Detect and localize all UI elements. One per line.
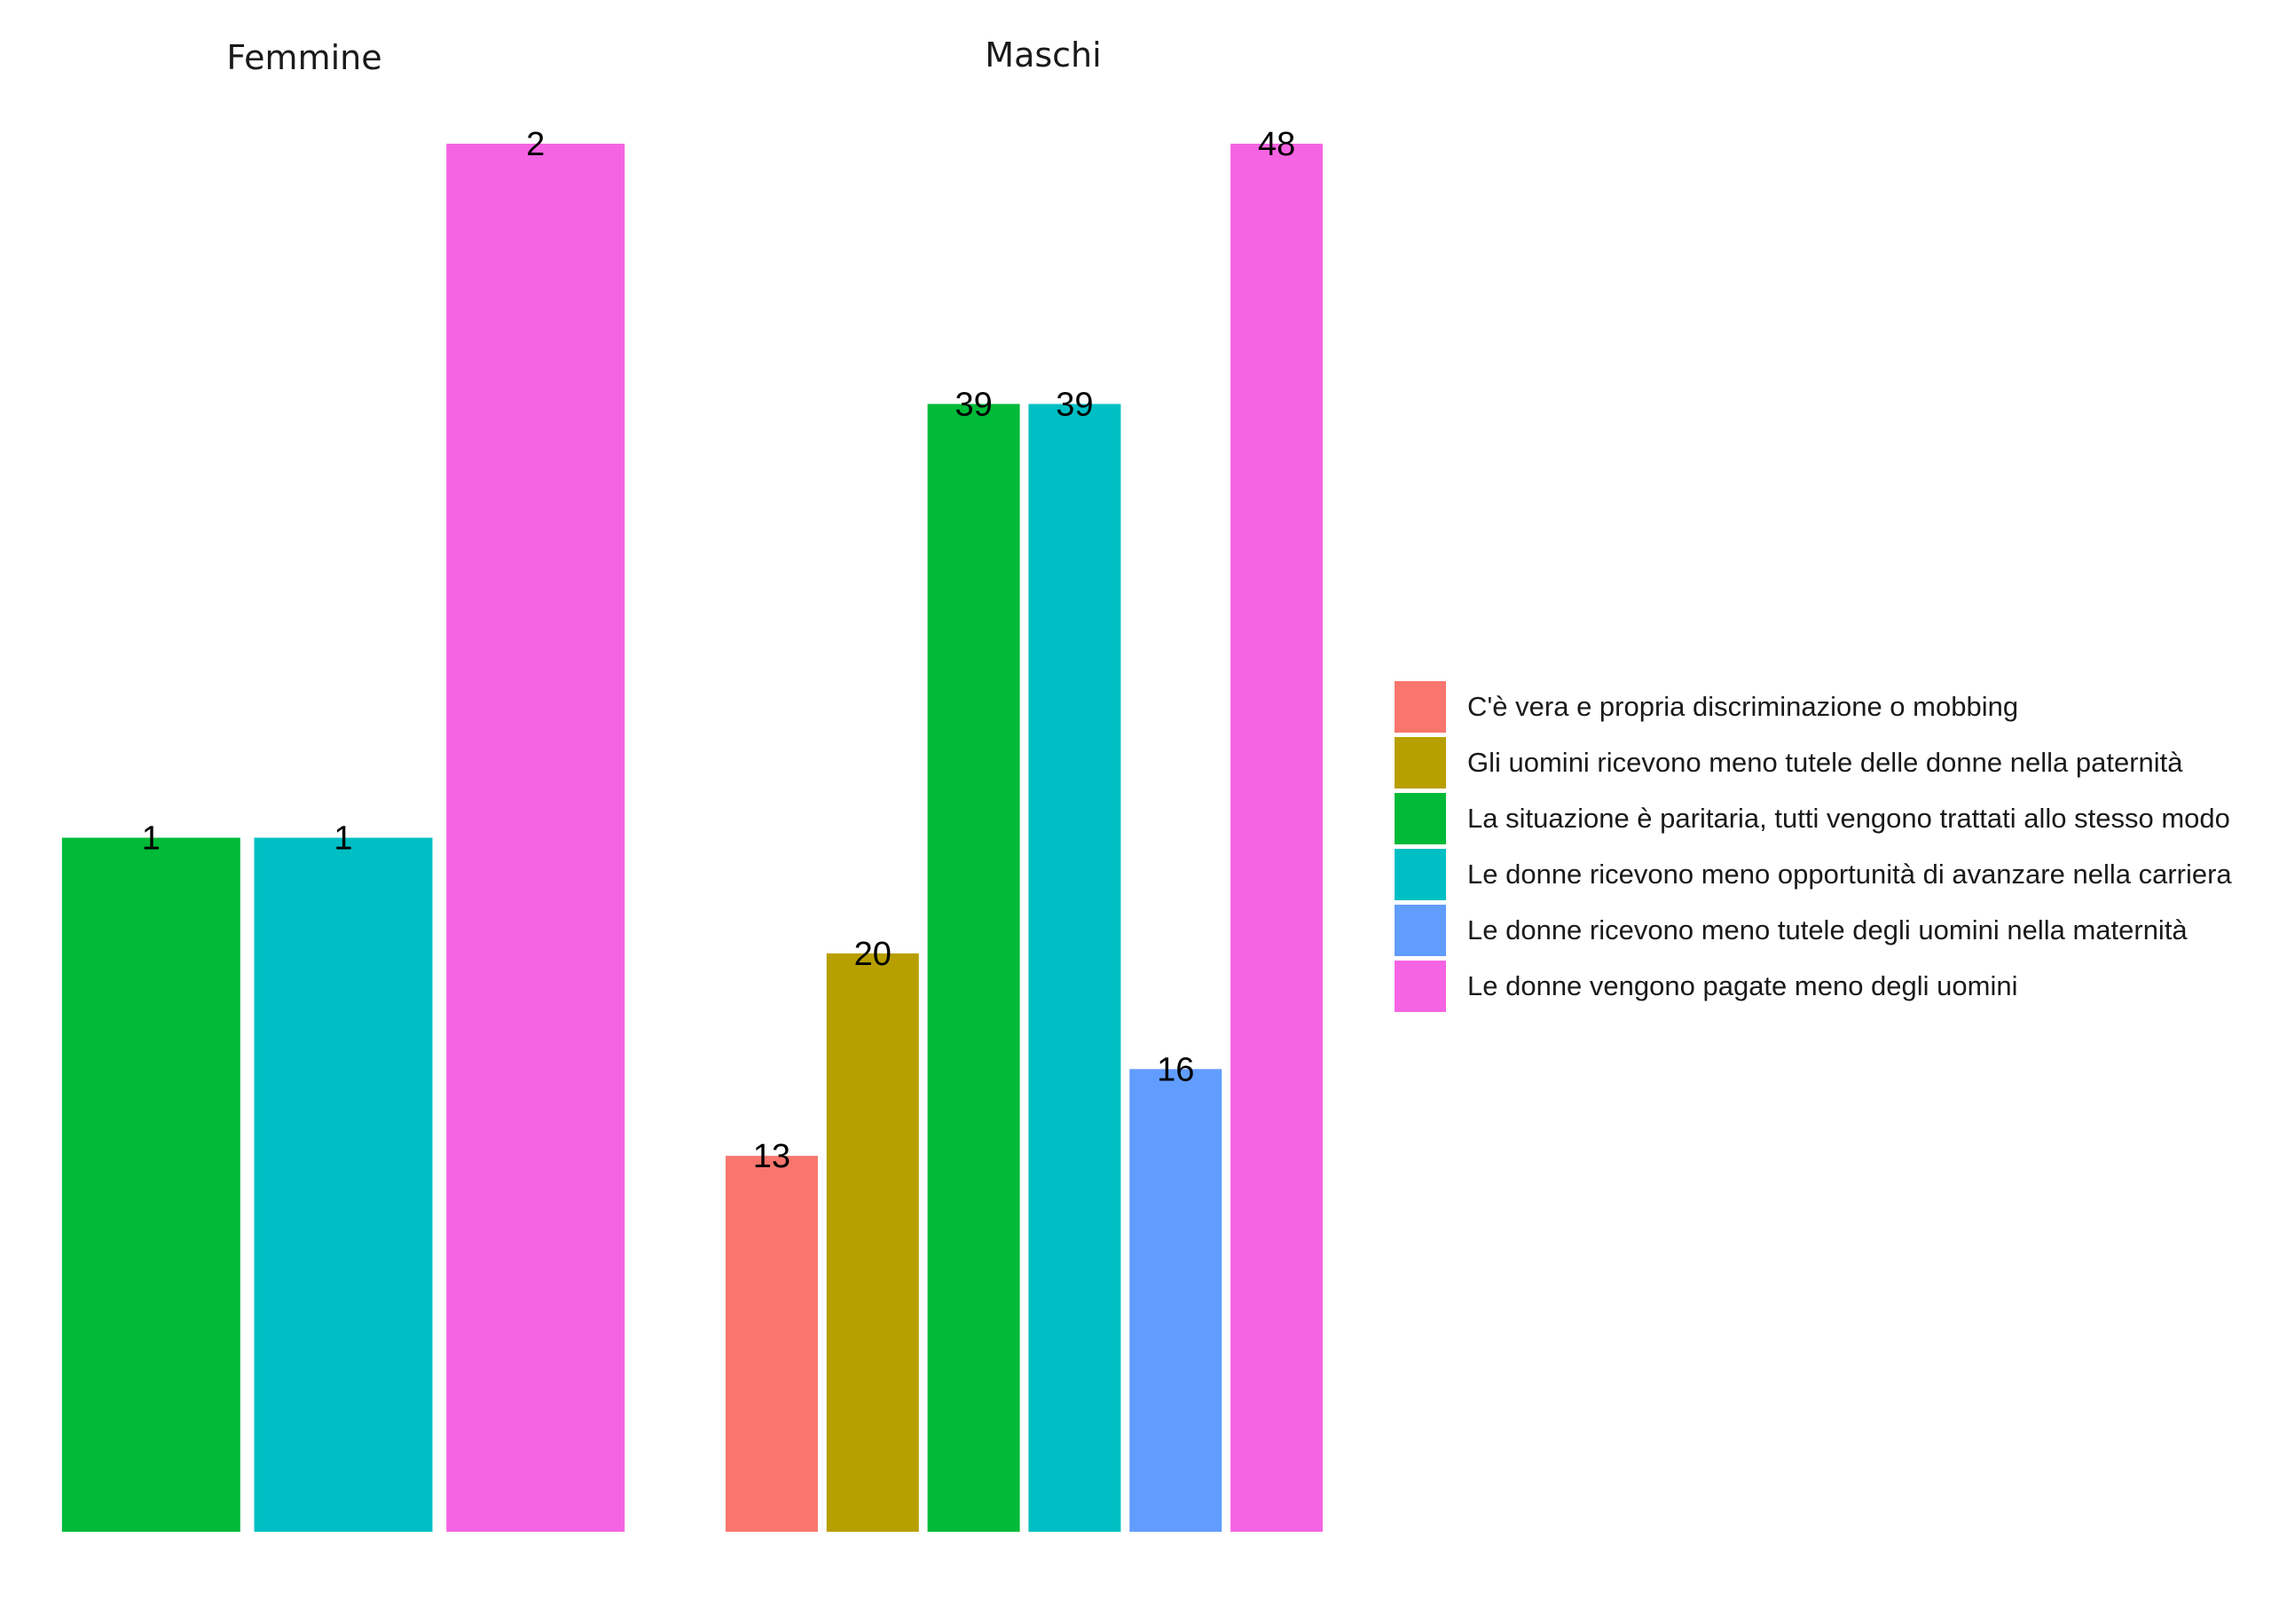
bar — [927, 404, 1020, 1532]
legend: C'è vera e propria discriminazione o mob… — [1395, 679, 2232, 1014]
bar — [1230, 144, 1324, 1532]
bar — [826, 953, 919, 1532]
legend-key-swatch — [1395, 792, 1446, 844]
legend-item: Le donne ricevono meno opportunità di av… — [1395, 846, 2232, 902]
legend-key-swatch — [1395, 736, 1446, 788]
bar — [61, 837, 240, 1532]
bar-value-label: 39 — [955, 386, 992, 423]
bar-value-label: 39 — [1056, 386, 1093, 423]
bar-value-label: 1 — [142, 820, 161, 858]
bar-value-label: 20 — [854, 936, 892, 973]
bar — [725, 1156, 818, 1532]
legend-key-swatch — [1395, 848, 1446, 900]
legend-item: Le donne vengono pagate meno degli uomin… — [1395, 958, 2232, 1014]
legend-label: Le donne ricevono meno tutele degli uomi… — [1467, 914, 2188, 945]
legend-key-swatch — [1395, 904, 1446, 956]
facet-title: Maschi — [985, 35, 1101, 75]
legend-item: Le donne ricevono meno tutele degli uomi… — [1395, 902, 2232, 958]
bar-value-label: 16 — [1157, 1051, 1194, 1088]
legend-label: La situazione è paritaria, tutti vengono… — [1467, 802, 2230, 834]
legend-label: Le donne vengono pagate meno degli uomin… — [1467, 969, 2018, 1001]
facet-maschi: Maschi 13 20 39 39 16 48 — [725, 35, 1324, 1532]
bar-value-label: 13 — [753, 1138, 790, 1175]
legend-item: C'è vera e propria discriminazione o mob… — [1395, 679, 2232, 734]
legend-label: C'è vera e propria discriminazione o mob… — [1467, 690, 2019, 722]
legend-key-swatch — [1395, 680, 1446, 733]
bar — [1129, 1069, 1222, 1532]
bar-value-label: 48 — [1258, 126, 1295, 163]
legend-label: Gli uomini ricevono meno tutele delle do… — [1467, 746, 2183, 778]
facet-title: Femmine — [226, 38, 381, 77]
legend-label: Le donne ricevono meno opportunità di av… — [1467, 858, 2232, 890]
bar-value-label: 2 — [526, 126, 545, 163]
legend-item: Gli uomini ricevono meno tutele delle do… — [1395, 734, 2232, 790]
legend-item: La situazione è paritaria, tutti vengono… — [1395, 790, 2232, 846]
legend-key-swatch — [1395, 960, 1446, 1012]
bar — [254, 837, 433, 1532]
facet-femmine: Femmine 1 1 2 — [61, 38, 625, 1532]
bar-value-label: 1 — [334, 820, 352, 858]
bar — [446, 144, 625, 1532]
bar — [1028, 404, 1121, 1532]
